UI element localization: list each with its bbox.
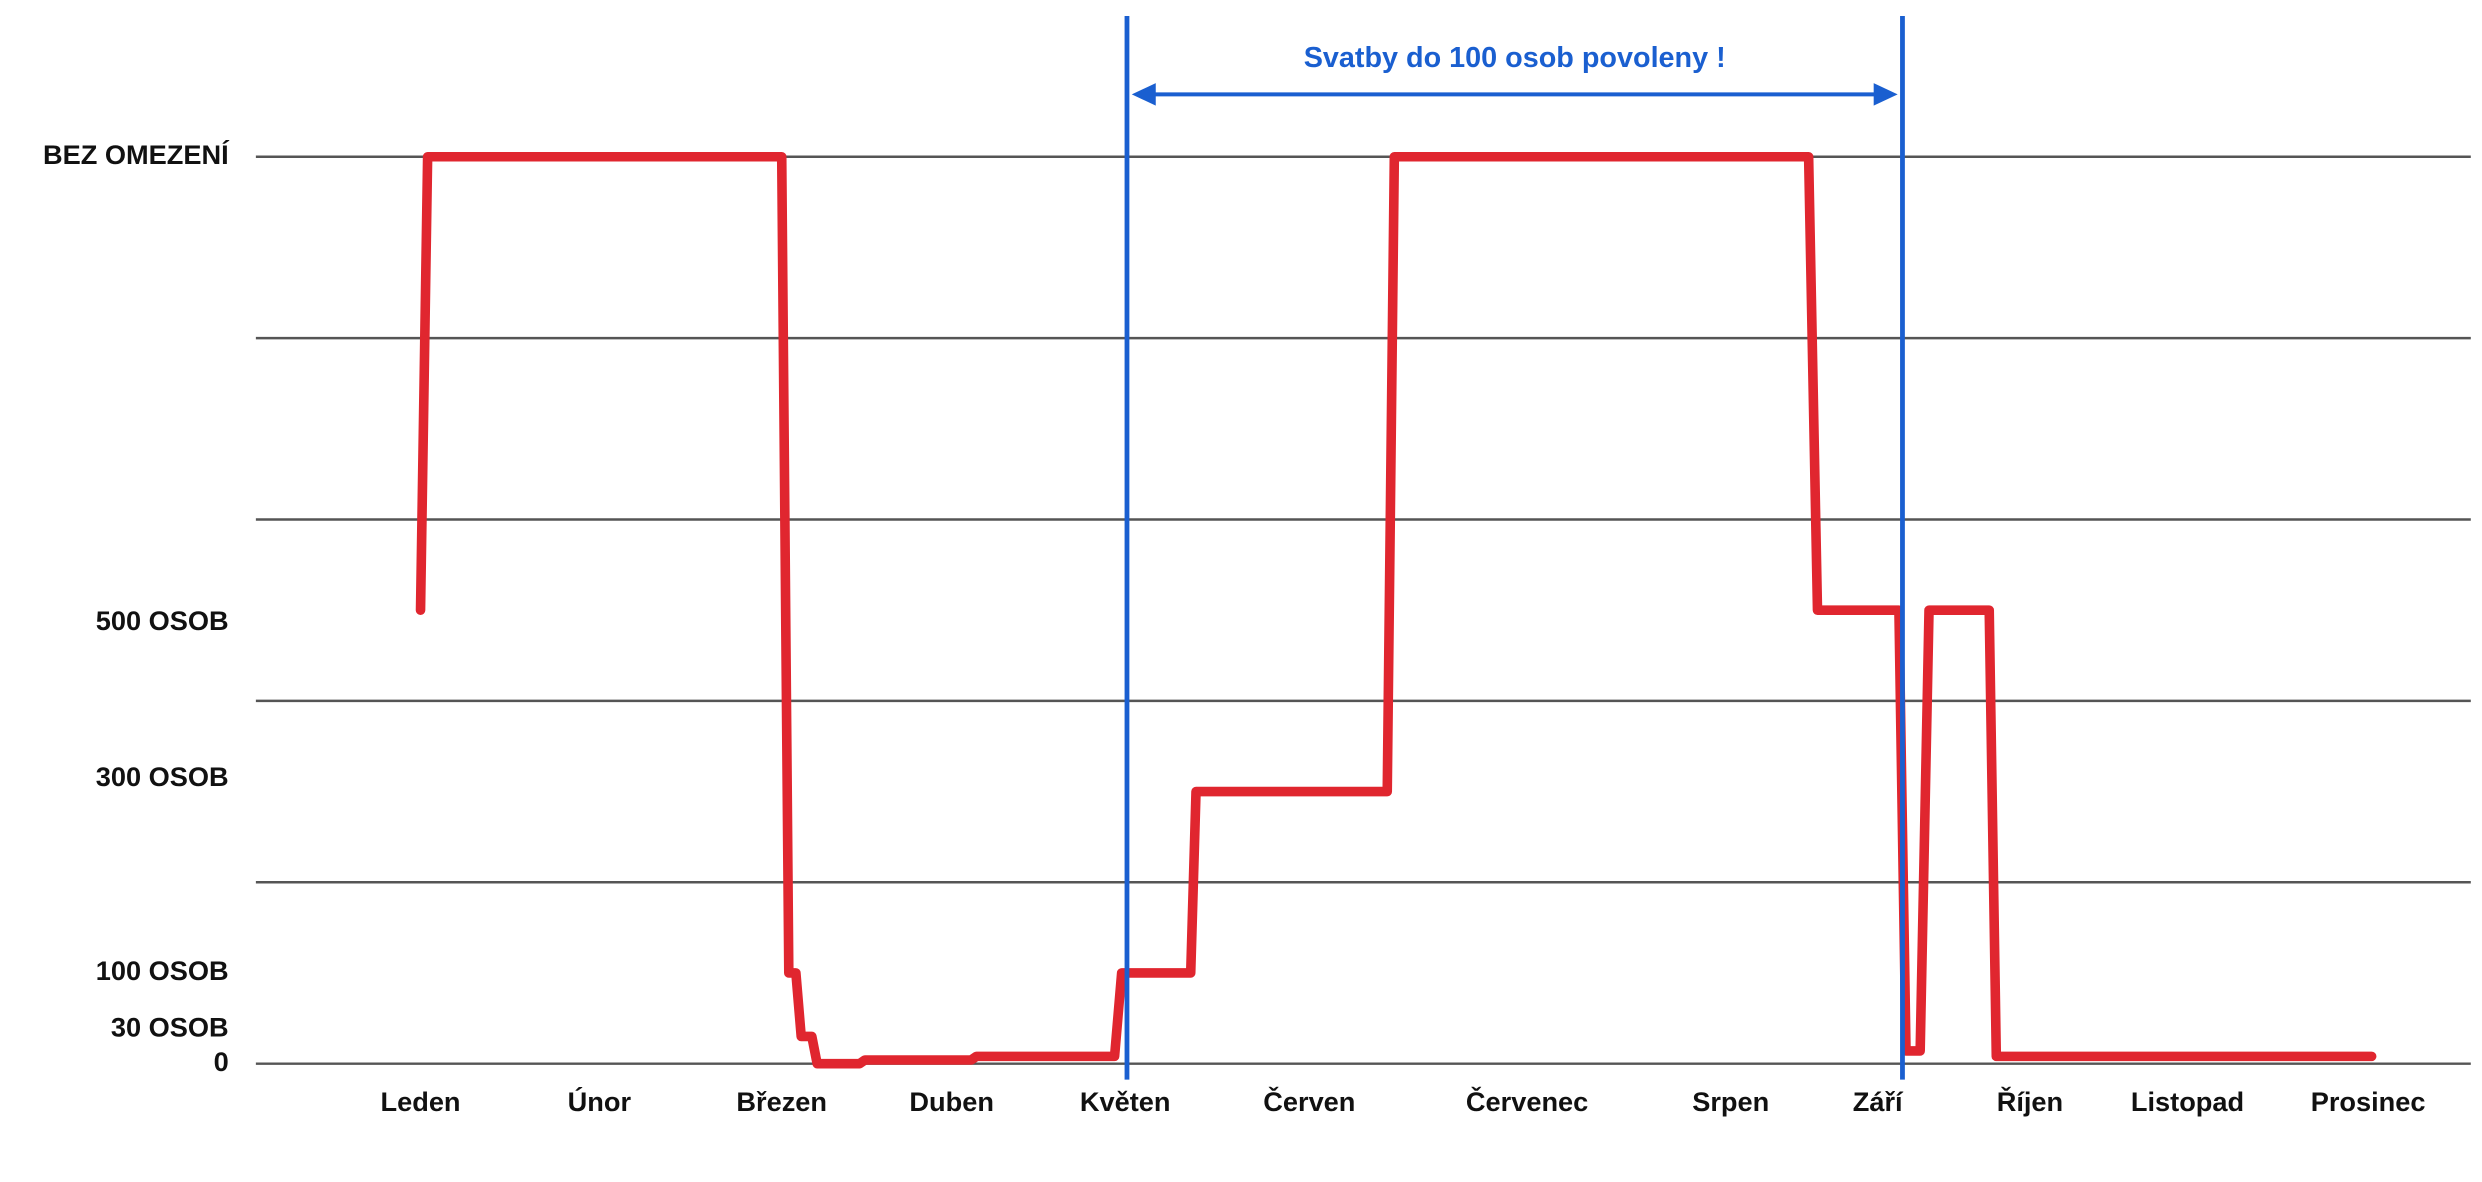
y-tick-label: 0 [214,1046,229,1077]
x-tick-label: Červen [1263,1086,1355,1117]
arrow-head [1873,83,1898,106]
y-tick-label: 30 OSOB [111,1011,229,1042]
x-tick-label: Duben [909,1086,994,1117]
x-tick-label: Květen [1080,1086,1171,1117]
x-tick-label: Červenec [1466,1086,1588,1117]
x-tick-label: Únor [568,1086,632,1117]
x-tick-label: Říjen [1997,1086,2063,1117]
x-tick-label: Březen [736,1086,827,1117]
y-tick-label: 500 OSOB [96,605,229,636]
x-tick-label: Prosinec [2311,1086,2426,1117]
annotation-text: Svatby do 100 osob povoleny ! [1304,42,1726,74]
x-tick-label: Září [1853,1086,1904,1117]
y-tick-label: 100 OSOB [96,955,229,986]
arrow-head [1131,83,1156,106]
x-tick-label: Listopad [2131,1086,2244,1117]
x-tick-label: Leden [381,1086,461,1117]
data-line [415,151,2377,1069]
y-tick-label: BEZ OMEZENÍ [43,139,230,170]
x-tick-label: Srpen [1692,1086,1769,1117]
y-tick-label: 300 OSOB [96,761,229,792]
